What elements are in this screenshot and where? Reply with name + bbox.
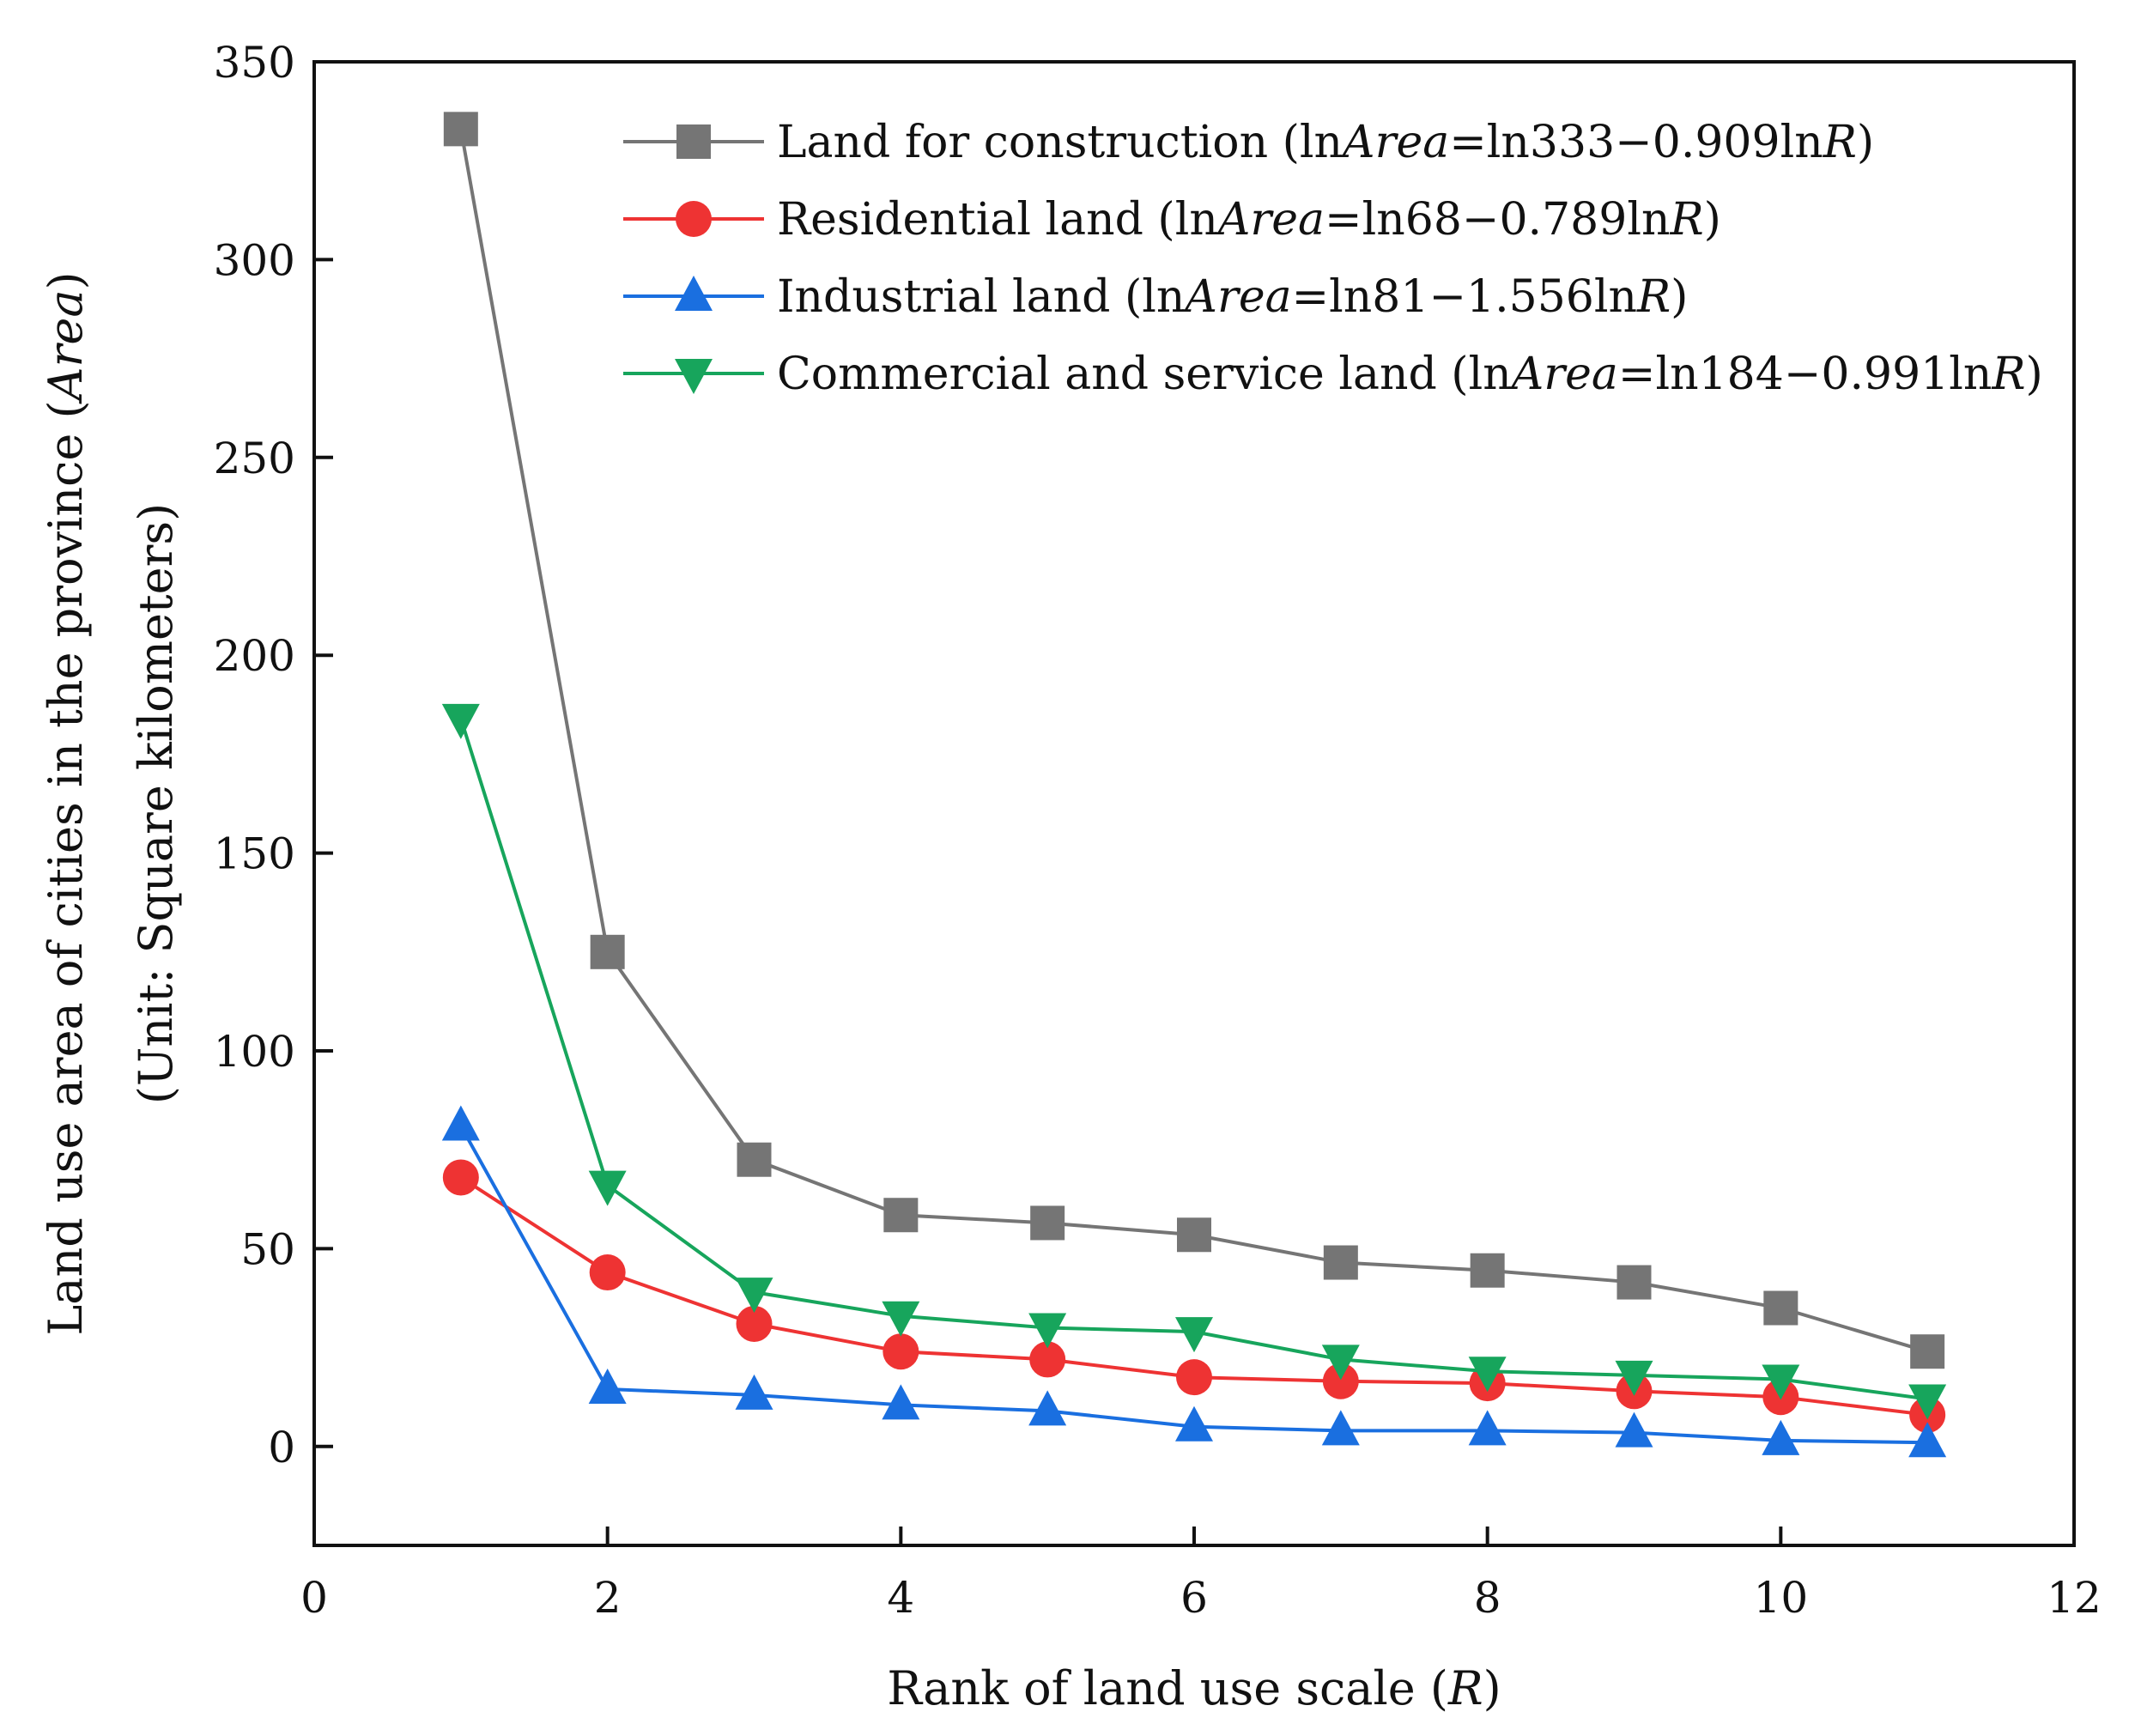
data-point bbox=[882, 1384, 920, 1420]
x-axis-ticks: 0 2 4 6 8 10 12 bbox=[300, 1527, 2102, 1623]
data-point bbox=[441, 1105, 480, 1141]
data-point bbox=[735, 1374, 773, 1410]
y-tick-label: 100 bbox=[214, 1027, 295, 1077]
data-point bbox=[442, 1159, 479, 1196]
legend-marker bbox=[675, 359, 713, 394]
series-square bbox=[443, 112, 1945, 1369]
data-point bbox=[588, 1368, 627, 1404]
legend-label: Industrial land (lnArea=ln81−1.556lnR) bbox=[777, 271, 1688, 323]
data-point bbox=[1470, 1253, 1505, 1288]
series-layer bbox=[441, 112, 1947, 1458]
y-tick-label: 200 bbox=[214, 631, 295, 681]
data-point bbox=[590, 934, 625, 969]
x-tick-label: 2 bbox=[594, 1573, 622, 1623]
x-tick-label: 4 bbox=[887, 1573, 914, 1623]
data-point bbox=[1175, 1317, 1213, 1353]
data-point bbox=[882, 1301, 920, 1337]
series-triangle-down bbox=[441, 703, 1947, 1420]
y-tick-label: 50 bbox=[240, 1224, 295, 1274]
data-point bbox=[441, 703, 480, 739]
data-point bbox=[1468, 1410, 1507, 1446]
data-point bbox=[1177, 1217, 1211, 1253]
x-tick-label: 12 bbox=[2047, 1573, 2102, 1623]
y-axis-subtitle: (Unit: Square kilometers) bbox=[129, 503, 183, 1104]
y-tick-label: 150 bbox=[214, 829, 295, 879]
legend: Land for construction (lnArea=ln333−0.90… bbox=[623, 117, 2043, 400]
data-point bbox=[737, 1142, 772, 1177]
data-point bbox=[883, 1333, 919, 1370]
data-point bbox=[736, 1305, 773, 1342]
data-point bbox=[883, 1198, 919, 1233]
data-point bbox=[589, 1254, 626, 1291]
data-point bbox=[1908, 1384, 1947, 1420]
x-tick-label: 10 bbox=[1754, 1573, 1809, 1623]
data-point bbox=[1321, 1344, 1360, 1381]
data-point bbox=[1323, 1245, 1358, 1280]
x-tick-label: 6 bbox=[1180, 1573, 1208, 1623]
data-point bbox=[1762, 1364, 1800, 1400]
y-tick-label: 0 bbox=[268, 1423, 295, 1472]
x-tick-label: 0 bbox=[300, 1573, 328, 1623]
y-tick-label: 350 bbox=[214, 38, 295, 88]
data-point bbox=[588, 1170, 627, 1206]
legend-item: Industrial land (lnArea=ln81−1.556lnR) bbox=[623, 271, 1688, 323]
x-tick-label: 8 bbox=[1474, 1573, 1501, 1623]
data-point bbox=[1176, 1359, 1212, 1396]
data-point bbox=[1030, 1205, 1065, 1241]
legend-item: Residential land (lnArea=ln68−0.789lnR) bbox=[623, 194, 1721, 246]
legend-label: Residential land (lnArea=ln68−0.789lnR) bbox=[777, 194, 1721, 246]
legend-marker bbox=[675, 276, 713, 311]
data-point bbox=[1910, 1334, 1945, 1369]
data-point bbox=[1616, 1265, 1652, 1300]
y-tick-label: 300 bbox=[214, 235, 295, 285]
data-point bbox=[1175, 1405, 1213, 1442]
series-triangle-up bbox=[441, 1105, 1947, 1458]
data-point bbox=[1029, 1341, 1066, 1378]
data-point bbox=[1028, 1390, 1067, 1426]
legend-label: Commercial and service land (lnArea=ln18… bbox=[777, 349, 2043, 400]
y-axis-ticks: 0 50 100 150 200 250 300 350 bbox=[214, 38, 333, 1472]
data-point bbox=[1468, 1357, 1507, 1393]
data-point bbox=[735, 1278, 773, 1314]
data-point bbox=[1615, 1411, 1653, 1448]
data-point bbox=[443, 112, 478, 147]
x-axis-title: Rank of land use scale (R) bbox=[887, 1661, 1501, 1715]
data-point bbox=[1615, 1360, 1653, 1396]
data-point bbox=[1762, 1419, 1800, 1455]
data-point bbox=[1763, 1290, 1798, 1326]
legend-item: Commercial and service land (lnArea=ln18… bbox=[623, 349, 2043, 400]
data-point bbox=[1321, 1410, 1360, 1446]
data-point bbox=[1908, 1422, 1947, 1458]
data-point bbox=[1028, 1313, 1067, 1349]
y-axis-title: Land use area of cities in the province … bbox=[39, 271, 93, 1335]
y-tick-label: 250 bbox=[214, 434, 295, 483]
legend-item: Land for construction (lnArea=ln333−0.90… bbox=[623, 117, 1874, 168]
legend-label: Land for construction (lnArea=ln333−0.90… bbox=[777, 117, 1874, 168]
legend-marker bbox=[676, 124, 711, 159]
legend-marker bbox=[676, 201, 712, 237]
data-point bbox=[1322, 1363, 1359, 1399]
